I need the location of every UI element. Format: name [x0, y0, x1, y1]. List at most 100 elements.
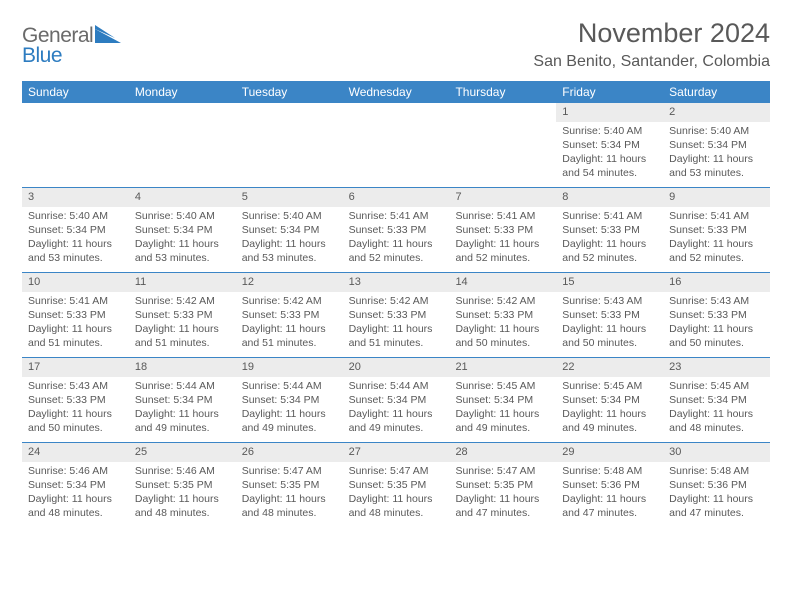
day-number: 9 — [663, 188, 770, 207]
calendar-cell: 28Sunrise: 5:47 AMSunset: 5:35 PMDayligh… — [449, 443, 556, 527]
day-details: Sunrise: 5:47 AMSunset: 5:35 PMDaylight:… — [236, 462, 343, 525]
calendar-cell: 13Sunrise: 5:42 AMSunset: 5:33 PMDayligh… — [343, 273, 450, 357]
day-number: 6 — [343, 188, 450, 207]
day-number: 17 — [22, 358, 129, 377]
calendar-cell: 14Sunrise: 5:42 AMSunset: 5:33 PMDayligh… — [449, 273, 556, 357]
calendar-cell: 22Sunrise: 5:45 AMSunset: 5:34 PMDayligh… — [556, 358, 663, 442]
day-number: 16 — [663, 273, 770, 292]
calendar-cell: 30Sunrise: 5:48 AMSunset: 5:36 PMDayligh… — [663, 443, 770, 527]
day-details: Sunrise: 5:40 AMSunset: 5:34 PMDaylight:… — [129, 207, 236, 270]
empty-day — [343, 103, 450, 121]
day-number: 21 — [449, 358, 556, 377]
empty-day — [22, 103, 129, 121]
calendar-cell: 3Sunrise: 5:40 AMSunset: 5:34 PMDaylight… — [22, 188, 129, 272]
empty-day — [449, 103, 556, 121]
day-details: Sunrise: 5:43 AMSunset: 5:33 PMDaylight:… — [22, 377, 129, 440]
logo-text-blue: Blue — [22, 44, 62, 67]
day-details: Sunrise: 5:43 AMSunset: 5:33 PMDaylight:… — [556, 292, 663, 355]
day-details: Sunrise: 5:44 AMSunset: 5:34 PMDaylight:… — [129, 377, 236, 440]
calendar-row: 17Sunrise: 5:43 AMSunset: 5:33 PMDayligh… — [22, 358, 770, 443]
logo-triangle-icon — [95, 25, 121, 48]
day-details: Sunrise: 5:46 AMSunset: 5:35 PMDaylight:… — [129, 462, 236, 525]
day-number: 2 — [663, 103, 770, 122]
calendar-cell: 4Sunrise: 5:40 AMSunset: 5:34 PMDaylight… — [129, 188, 236, 272]
day-details: Sunrise: 5:45 AMSunset: 5:34 PMDaylight:… — [663, 377, 770, 440]
month-title: November 2024 — [533, 18, 770, 49]
day-details: Sunrise: 5:40 AMSunset: 5:34 PMDaylight:… — [22, 207, 129, 270]
calendar-cell — [129, 103, 236, 187]
weekday-header: Tuesday — [236, 81, 343, 103]
calendar-page: General Blue November 2024 San Benito, S… — [0, 0, 792, 527]
day-details: Sunrise: 5:45 AMSunset: 5:34 PMDaylight:… — [556, 377, 663, 440]
day-number: 19 — [236, 358, 343, 377]
day-number: 1 — [556, 103, 663, 122]
day-details: Sunrise: 5:42 AMSunset: 5:33 PMDaylight:… — [236, 292, 343, 355]
calendar-cell: 23Sunrise: 5:45 AMSunset: 5:34 PMDayligh… — [663, 358, 770, 442]
weekday-header: Friday — [556, 81, 663, 103]
day-number: 18 — [129, 358, 236, 377]
weekday-header: Wednesday — [343, 81, 450, 103]
calendar-cell: 20Sunrise: 5:44 AMSunset: 5:34 PMDayligh… — [343, 358, 450, 442]
location: San Benito, Santander, Colombia — [533, 53, 770, 71]
day-number: 10 — [22, 273, 129, 292]
day-details: Sunrise: 5:40 AMSunset: 5:34 PMDaylight:… — [556, 122, 663, 185]
calendar-cell: 1Sunrise: 5:40 AMSunset: 5:34 PMDaylight… — [556, 103, 663, 187]
calendar-cell: 24Sunrise: 5:46 AMSunset: 5:34 PMDayligh… — [22, 443, 129, 527]
day-details: Sunrise: 5:42 AMSunset: 5:33 PMDaylight:… — [449, 292, 556, 355]
calendar-cell: 5Sunrise: 5:40 AMSunset: 5:34 PMDaylight… — [236, 188, 343, 272]
day-details: Sunrise: 5:43 AMSunset: 5:33 PMDaylight:… — [663, 292, 770, 355]
day-number: 27 — [343, 443, 450, 462]
day-number: 20 — [343, 358, 450, 377]
day-number: 11 — [129, 273, 236, 292]
day-details: Sunrise: 5:44 AMSunset: 5:34 PMDaylight:… — [236, 377, 343, 440]
day-number: 24 — [22, 443, 129, 462]
day-number: 12 — [236, 273, 343, 292]
day-details: Sunrise: 5:40 AMSunset: 5:34 PMDaylight:… — [236, 207, 343, 270]
day-number: 23 — [663, 358, 770, 377]
calendar-cell: 7Sunrise: 5:41 AMSunset: 5:33 PMDaylight… — [449, 188, 556, 272]
day-number: 15 — [556, 273, 663, 292]
day-details: Sunrise: 5:41 AMSunset: 5:33 PMDaylight:… — [663, 207, 770, 270]
calendar-header-row: SundayMondayTuesdayWednesdayThursdayFrid… — [22, 81, 770, 103]
day-number: 5 — [236, 188, 343, 207]
calendar-cell: 8Sunrise: 5:41 AMSunset: 5:33 PMDaylight… — [556, 188, 663, 272]
day-details: Sunrise: 5:41 AMSunset: 5:33 PMDaylight:… — [22, 292, 129, 355]
header: General Blue November 2024 San Benito, S… — [22, 18, 770, 71]
day-number: 14 — [449, 273, 556, 292]
day-number: 25 — [129, 443, 236, 462]
day-details: Sunrise: 5:41 AMSunset: 5:33 PMDaylight:… — [343, 207, 450, 270]
day-number: 13 — [343, 273, 450, 292]
calendar-cell: 9Sunrise: 5:41 AMSunset: 5:33 PMDaylight… — [663, 188, 770, 272]
calendar-row: 3Sunrise: 5:40 AMSunset: 5:34 PMDaylight… — [22, 188, 770, 273]
day-details: Sunrise: 5:42 AMSunset: 5:33 PMDaylight:… — [129, 292, 236, 355]
day-number: 28 — [449, 443, 556, 462]
empty-day — [236, 103, 343, 121]
calendar-cell: 25Sunrise: 5:46 AMSunset: 5:35 PMDayligh… — [129, 443, 236, 527]
calendar-cell: 11Sunrise: 5:42 AMSunset: 5:33 PMDayligh… — [129, 273, 236, 357]
empty-day — [129, 103, 236, 121]
day-details: Sunrise: 5:47 AMSunset: 5:35 PMDaylight:… — [343, 462, 450, 525]
weekday-header: Thursday — [449, 81, 556, 103]
day-details: Sunrise: 5:46 AMSunset: 5:34 PMDaylight:… — [22, 462, 129, 525]
day-details: Sunrise: 5:45 AMSunset: 5:34 PMDaylight:… — [449, 377, 556, 440]
day-number: 7 — [449, 188, 556, 207]
calendar-cell — [236, 103, 343, 187]
calendar-cell — [22, 103, 129, 187]
day-number: 4 — [129, 188, 236, 207]
day-details: Sunrise: 5:44 AMSunset: 5:34 PMDaylight:… — [343, 377, 450, 440]
day-details: Sunrise: 5:40 AMSunset: 5:34 PMDaylight:… — [663, 122, 770, 185]
day-details: Sunrise: 5:48 AMSunset: 5:36 PMDaylight:… — [556, 462, 663, 525]
weekday-header: Saturday — [663, 81, 770, 103]
calendar-cell: 18Sunrise: 5:44 AMSunset: 5:34 PMDayligh… — [129, 358, 236, 442]
calendar-row: 10Sunrise: 5:41 AMSunset: 5:33 PMDayligh… — [22, 273, 770, 358]
weekday-header: Sunday — [22, 81, 129, 103]
calendar: SundayMondayTuesdayWednesdayThursdayFrid… — [22, 81, 770, 527]
calendar-body: 1Sunrise: 5:40 AMSunset: 5:34 PMDaylight… — [22, 103, 770, 527]
logo-text-blue-row: Blue — [22, 44, 62, 68]
weekday-header: Monday — [129, 81, 236, 103]
logo: General Blue — [22, 18, 121, 48]
calendar-row: 1Sunrise: 5:40 AMSunset: 5:34 PMDaylight… — [22, 103, 770, 188]
calendar-cell: 19Sunrise: 5:44 AMSunset: 5:34 PMDayligh… — [236, 358, 343, 442]
day-details: Sunrise: 5:41 AMSunset: 5:33 PMDaylight:… — [449, 207, 556, 270]
calendar-cell: 26Sunrise: 5:47 AMSunset: 5:35 PMDayligh… — [236, 443, 343, 527]
